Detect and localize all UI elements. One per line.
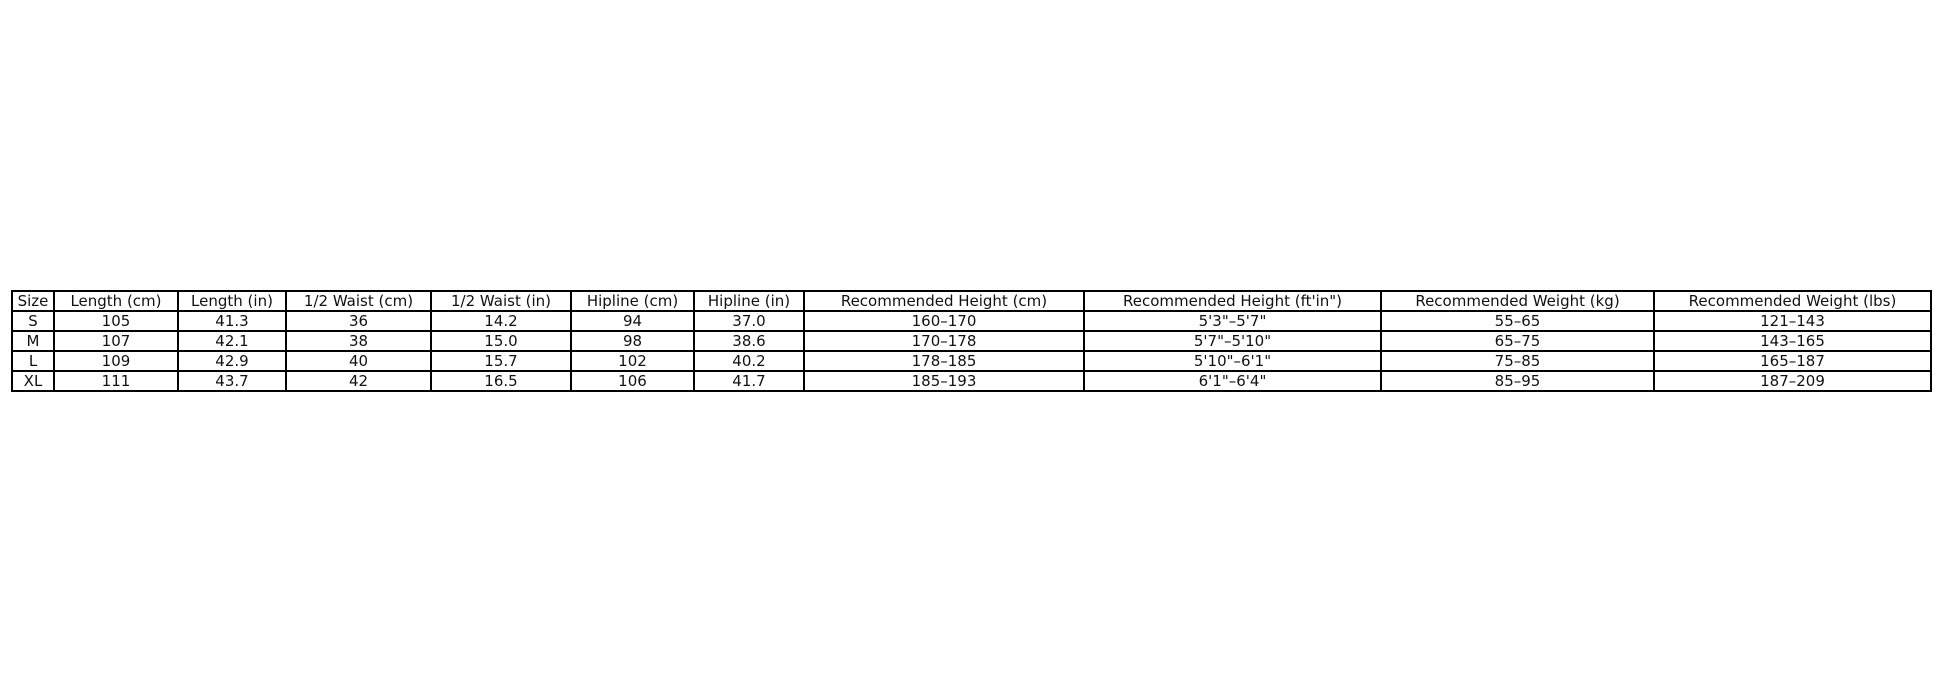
table-cell: 15.7 — [430, 350, 572, 372]
table-row-s: S 105 41.3 36 14.2 94 37.0 160–170 5'3"–… — [11, 310, 1932, 332]
column-header-rec-height-cm: Recommended Height (cm) — [803, 290, 1085, 312]
table-cell: 55–65 — [1380, 310, 1655, 332]
table-cell: 38 — [285, 330, 432, 352]
column-header-rec-height-ftin: Recommended Height (ft'in") — [1083, 290, 1382, 312]
header-row: Size Length (cm) Length (in) 1/2 Waist (… — [11, 290, 1932, 312]
column-header-rec-weight-kg: Recommended Weight (kg) — [1380, 290, 1655, 312]
row-label-size: XL — [11, 370, 55, 392]
table-cell: 98 — [570, 330, 695, 352]
table-cell: 5'10"–6'1" — [1083, 350, 1382, 372]
row-label-size: M — [11, 330, 55, 352]
table-row-xl: XL 111 43.7 42 16.5 106 41.7 185–193 6'1… — [11, 370, 1932, 392]
table-cell: 40.2 — [693, 350, 805, 372]
table-cell: 42.1 — [177, 330, 287, 352]
column-header-hipline-in: Hipline (in) — [693, 290, 805, 312]
table-cell: 85–95 — [1380, 370, 1655, 392]
column-header-size: Size — [11, 290, 55, 312]
column-header-hipline-cm: Hipline (cm) — [570, 290, 695, 312]
table-cell: 6'1"–6'4" — [1083, 370, 1382, 392]
table-cell: 42.9 — [177, 350, 287, 372]
table-cell: 5'7"–5'10" — [1083, 330, 1382, 352]
table-row-m: M 107 42.1 38 15.0 98 38.6 170–178 5'7"–… — [11, 330, 1932, 352]
table-cell: 43.7 — [177, 370, 287, 392]
column-header-length-in: Length (in) — [177, 290, 287, 312]
table-cell: 160–170 — [803, 310, 1085, 332]
table-cell: 111 — [53, 370, 179, 392]
table-cell: 65–75 — [1380, 330, 1655, 352]
row-label-size: L — [11, 350, 55, 372]
table-cell: 170–178 — [803, 330, 1085, 352]
table-cell: 40 — [285, 350, 432, 372]
table-cell: 178–185 — [803, 350, 1085, 372]
table-cell: 185–193 — [803, 370, 1085, 392]
table-cell: 75–85 — [1380, 350, 1655, 372]
column-header-half-waist-in: 1/2 Waist (in) — [430, 290, 572, 312]
table-cell: 42 — [285, 370, 432, 392]
table-cell: 102 — [570, 350, 695, 372]
table-cell: 38.6 — [693, 330, 805, 352]
table-cell: 107 — [53, 330, 179, 352]
table-cell: 94 — [570, 310, 695, 332]
table-cell: 41.3 — [177, 310, 287, 332]
table-cell: 121–143 — [1653, 310, 1932, 332]
row-label-size: S — [11, 310, 55, 332]
table-cell: 109 — [53, 350, 179, 372]
table-row-l: L 109 42.9 40 15.7 102 40.2 178–185 5'10… — [11, 350, 1932, 372]
table-cell: 15.0 — [430, 330, 572, 352]
table-cell: 143–165 — [1653, 330, 1932, 352]
table-cell: 41.7 — [693, 370, 805, 392]
table-cell: 187–209 — [1653, 370, 1932, 392]
column-header-rec-weight-lbs: Recommended Weight (lbs) — [1653, 290, 1932, 312]
table-cell: 106 — [570, 370, 695, 392]
table-cell: 37.0 — [693, 310, 805, 332]
table-cell: 5'3"–5'7" — [1083, 310, 1382, 332]
column-header-half-waist-cm: 1/2 Waist (cm) — [285, 290, 432, 312]
table-cell: 14.2 — [430, 310, 572, 332]
table-cell: 165–187 — [1653, 350, 1932, 372]
column-header-length-cm: Length (cm) — [53, 290, 179, 312]
size-chart-table: Size Length (cm) Length (in) 1/2 Waist (… — [11, 290, 1932, 392]
table-cell: 36 — [285, 310, 432, 332]
table-cell: 105 — [53, 310, 179, 332]
table-cell: 16.5 — [430, 370, 572, 392]
